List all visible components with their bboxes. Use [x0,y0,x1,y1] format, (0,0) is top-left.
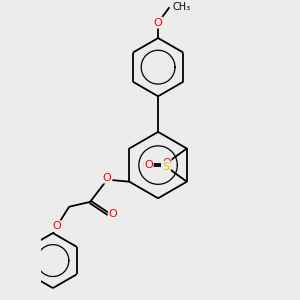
Text: O: O [154,18,163,28]
Text: O: O [162,158,171,168]
Text: O: O [52,221,61,231]
Text: O: O [103,172,112,183]
Text: O: O [109,209,118,219]
Text: CH₃: CH₃ [173,2,191,12]
Text: S: S [163,162,170,172]
Text: O: O [144,160,153,170]
